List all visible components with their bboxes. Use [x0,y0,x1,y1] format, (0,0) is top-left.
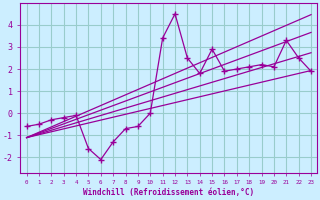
X-axis label: Windchill (Refroidissement éolien,°C): Windchill (Refroidissement éolien,°C) [83,188,254,197]
